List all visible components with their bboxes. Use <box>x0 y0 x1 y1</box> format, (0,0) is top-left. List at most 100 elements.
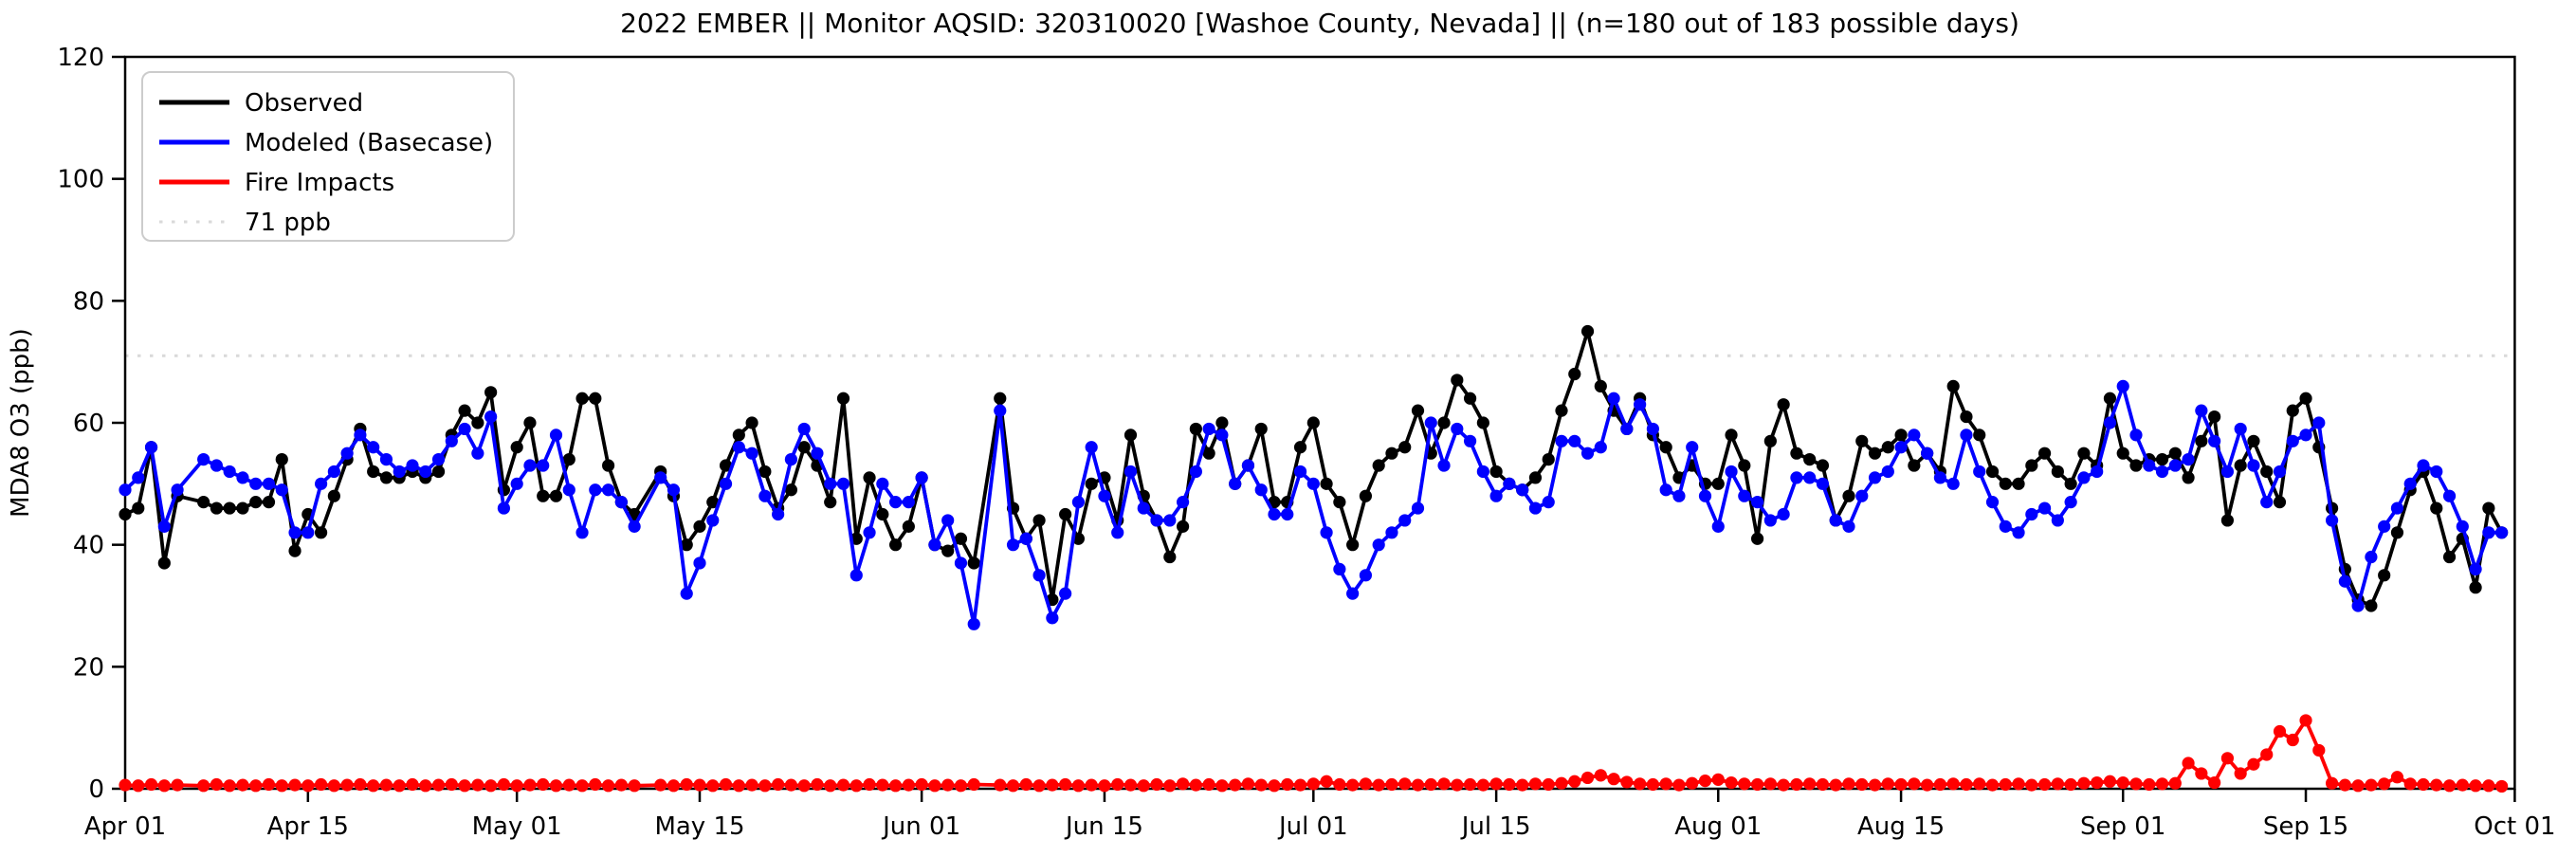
series-marker-fire-impacts <box>850 779 863 793</box>
series-marker-observed <box>824 496 837 509</box>
series-marker-observed <box>2430 501 2443 515</box>
series-marker-observed <box>680 538 693 552</box>
legend-box <box>141 71 515 242</box>
series-marker-fire-impacts <box>471 778 484 792</box>
series-marker-modeled-basecase- <box>784 453 798 466</box>
series-marker-fire-impacts <box>288 778 301 792</box>
series-marker-fire-impacts <box>549 779 563 793</box>
series-marker-modeled-basecase- <box>601 483 615 497</box>
series-marker-observed <box>1738 459 1751 472</box>
series-marker-observed <box>797 441 811 454</box>
series-marker-modeled-basecase- <box>1411 501 1425 515</box>
series-marker-modeled-basecase- <box>745 447 758 460</box>
series-marker-observed <box>1333 496 1346 509</box>
series-marker-fire-impacts <box>1476 778 1489 792</box>
series-marker-modeled-basecase- <box>1150 514 1163 527</box>
series-marker-observed <box>562 453 575 466</box>
series-marker-modeled-basecase- <box>1333 562 1346 576</box>
series-marker-observed <box>1411 404 1425 417</box>
series-marker-observed <box>2273 496 2287 509</box>
series-marker-modeled-basecase- <box>236 471 249 484</box>
series-marker-modeled-basecase- <box>1137 501 1150 515</box>
series-marker-observed <box>758 465 772 479</box>
series-marker-fire-impacts <box>575 779 589 793</box>
series-marker-fire-impacts <box>601 779 615 793</box>
series-marker-observed <box>236 501 249 515</box>
series-marker-observed <box>1189 422 1202 436</box>
series-marker-observed <box>288 544 301 557</box>
series-marker-fire-impacts <box>1855 777 1869 792</box>
series-marker-fire-impacts <box>928 779 941 793</box>
series-marker-observed <box>1372 459 1385 472</box>
series-marker-fire-impacts <box>811 777 824 792</box>
legend-label-modeled-basecase-: Modeled (Basecase) <box>245 129 493 157</box>
series-marker-modeled-basecase- <box>301 526 315 539</box>
series-marker-modeled-basecase- <box>249 477 263 490</box>
series-marker-observed <box>1346 538 1360 552</box>
series-marker-fire-impacts <box>1411 778 1425 792</box>
series-marker-observed <box>1594 379 1607 392</box>
series-marker-modeled-basecase- <box>1725 465 1738 479</box>
series-marker-modeled-basecase- <box>680 587 693 600</box>
series-marker-fire-impacts <box>2286 733 2299 747</box>
series-marker-observed <box>719 459 733 472</box>
series-marker-fire-impacts <box>2338 778 2351 792</box>
series-marker-modeled-basecase- <box>2442 489 2457 502</box>
series-marker-observed <box>132 501 145 515</box>
series-marker-fire-impacts <box>2456 778 2469 792</box>
series-marker-observed <box>1124 428 1138 442</box>
series-marker-observed <box>1777 398 1790 411</box>
series-marker-fire-impacts <box>1568 775 1581 788</box>
series-marker-observed <box>2168 447 2182 460</box>
series-marker-fire-impacts <box>1659 777 1672 791</box>
series-marker-fire-impacts <box>2234 767 2247 780</box>
series-marker-observed <box>706 496 720 509</box>
series-marker-observed <box>1176 520 1190 533</box>
series-marker-modeled-basecase- <box>1241 459 1255 472</box>
series-marker-modeled-basecase- <box>2247 459 2260 472</box>
series-marker-modeled-basecase- <box>2299 428 2312 442</box>
series-marker-observed <box>2378 569 2391 582</box>
legend-label-fire-impacts: Fire Impacts <box>245 169 394 197</box>
series-marker-observed <box>745 416 758 429</box>
series-marker-fire-impacts <box>1437 777 1451 791</box>
series-marker-fire-impacts <box>784 778 798 792</box>
series-marker-modeled-basecase- <box>954 556 968 570</box>
series-marker-fire-impacts <box>2260 748 2274 761</box>
series-marker-modeled-basecase- <box>888 496 903 509</box>
series-marker-fire-impacts <box>379 778 393 792</box>
series-marker-observed <box>249 496 263 509</box>
series-marker-observed <box>2037 447 2052 460</box>
series-marker-observed <box>1659 441 1672 454</box>
series-marker-fire-impacts <box>1241 777 1255 791</box>
series-marker-modeled-basecase- <box>732 441 745 454</box>
series-marker-observed <box>275 453 288 466</box>
series-marker-fire-impacts <box>745 778 758 792</box>
legend-label-observed: Observed <box>245 89 363 118</box>
series-marker-modeled-basecase- <box>2116 379 2129 392</box>
series-marker-modeled-basecase- <box>1790 471 1803 484</box>
series-marker-modeled-basecase- <box>2260 496 2274 509</box>
series-marker-fire-impacts <box>1451 778 1464 792</box>
series-marker-observed <box>2103 392 2117 405</box>
series-marker-modeled-basecase- <box>2182 453 2195 466</box>
series-marker-fire-impacts <box>824 779 837 793</box>
series-marker-modeled-basecase- <box>863 526 876 539</box>
series-marker-modeled-basecase- <box>2051 514 2064 527</box>
series-marker-modeled-basecase- <box>445 434 458 447</box>
series-marker-observed <box>941 544 955 557</box>
series-marker-fire-impacts <box>2247 757 2260 771</box>
series-marker-observed <box>1542 453 1555 466</box>
series-marker-modeled-basecase- <box>1437 459 1451 472</box>
x-tick-label: Oct 01 <box>2474 812 2555 841</box>
series-marker-fire-impacts <box>2182 757 2195 770</box>
series-marker-fire-impacts <box>1908 777 1921 791</box>
series-marker-fire-impacts <box>2417 777 2430 792</box>
series-marker-fire-impacts <box>562 778 575 792</box>
series-marker-modeled-basecase- <box>471 447 484 460</box>
series-marker-fire-impacts <box>236 778 249 792</box>
series-marker-observed <box>484 386 498 399</box>
series-marker-fire-impacts <box>1542 777 1555 792</box>
series-marker-observed <box>2155 453 2169 466</box>
series-marker-observed <box>2012 477 2025 490</box>
